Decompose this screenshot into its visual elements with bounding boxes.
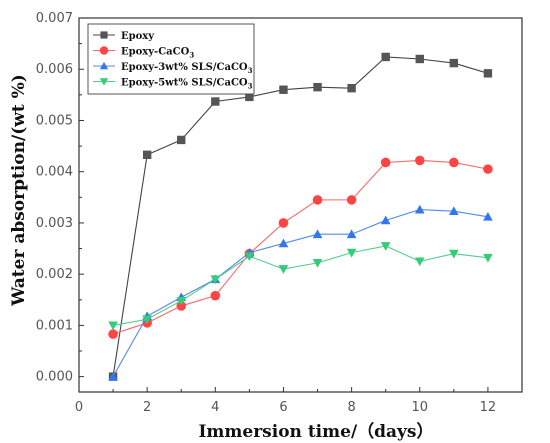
data-point-square — [449, 58, 459, 68]
data-point-circle — [210, 290, 221, 301]
data-point-square — [313, 82, 322, 92]
data-point-square — [347, 83, 356, 93]
data-point-square — [177, 135, 186, 145]
x-tick-label: 10 — [411, 400, 428, 415]
y-tick-label: 0.001 — [36, 318, 73, 333]
data-point-triangle-down — [449, 249, 459, 259]
data-point-triangle-down — [176, 296, 187, 306]
data-point-circle — [99, 46, 109, 55]
data-point-triangle-down — [346, 248, 357, 258]
x-tick-label: 6 — [279, 400, 287, 415]
y-tick-label: 0.002 — [36, 267, 73, 282]
data-point-circle — [346, 195, 357, 205]
data-point-square — [279, 85, 288, 94]
legend: Epoxy Epoxy-CaCO3 Epoxy-3wt% SLS/CaCO3 Epox… — [87, 23, 255, 95]
x-tick-label: 12 — [480, 400, 497, 415]
data-point-circle — [414, 155, 425, 166]
series-4 — [108, 242, 493, 331]
series-3 — [108, 204, 493, 381]
data-point-triangle-up — [483, 211, 493, 221]
data-point-triangle-up — [449, 206, 459, 216]
data-point-triangle-down — [380, 242, 391, 251]
data-point-triangle-down — [414, 257, 425, 267]
legend-box — [87, 23, 255, 95]
data-point-triangle-up — [99, 61, 109, 70]
series-line — [112, 209, 489, 377]
series-1 — [108, 52, 493, 381]
data-point-square — [415, 54, 424, 64]
legend-label: Epoxy-CaCO3 — [121, 47, 194, 60]
series-layer — [108, 52, 493, 381]
y-tick-label: 0.004 — [36, 165, 73, 180]
plot-frame — [78, 17, 523, 393]
data-point-circle — [312, 195, 323, 205]
data-point-triangle-down — [278, 265, 289, 274]
series-2 — [108, 155, 493, 339]
data-point-triangle-up — [312, 229, 323, 239]
data-point-triangle-up — [278, 238, 289, 248]
data-point-circle — [380, 157, 391, 168]
x-tick-label: 4 — [211, 400, 219, 415]
data-point-triangle-down — [244, 252, 255, 262]
data-point-triangle-down — [99, 78, 109, 86]
x-tick-label: 0 — [75, 400, 83, 415]
y-tick-label: 0.000 — [36, 370, 73, 385]
legend-label: Epoxy-5wt% SLS/CaCO3 — [121, 78, 253, 91]
data-point-circle — [176, 301, 187, 311]
y-axis-title: Water absorption/(wt %) — [9, 74, 29, 307]
data-point-square — [483, 69, 493, 78]
data-point-square — [381, 52, 390, 62]
series-line — [112, 245, 488, 326]
y-tick-label: 0.003 — [36, 216, 73, 231]
data-point-triangle-down — [210, 275, 221, 285]
data-point-square — [245, 92, 254, 102]
series-line — [112, 56, 489, 377]
data-point-square — [100, 31, 108, 39]
data-point-circle — [449, 157, 459, 168]
data-point-triangle-up — [346, 229, 357, 239]
data-point-triangle-up — [414, 204, 425, 214]
data-point-triangle-down — [108, 321, 118, 331]
legend-label: Epoxy — [121, 31, 155, 42]
y-tick-label: 0.005 — [36, 113, 73, 128]
data-point-circle — [483, 164, 493, 174]
data-point-triangle-down — [312, 259, 323, 268]
data-point-triangle-up — [380, 215, 391, 225]
y-tick-label: 0.006 — [36, 62, 73, 77]
data-point-triangle-up — [108, 371, 118, 381]
data-point-triangle-down — [483, 253, 493, 263]
data-point-square — [211, 97, 220, 106]
y-tick-label: 0.007 — [36, 11, 73, 26]
x-axis-title: Immersion time/（days） — [198, 421, 433, 442]
x-tick-label: 8 — [347, 400, 355, 415]
plot-axes: 0 2 4 6 8 10 12 0.000 0.001 0.002 0.003 0.004 0.005 0… — [36, 11, 523, 415]
x-tick-label: 2 — [143, 400, 151, 415]
series-line — [112, 159, 489, 335]
legend-label: Epoxy-3wt% SLS/CaCO3 — [121, 62, 253, 75]
data-point-triangle-down — [142, 315, 152, 325]
data-point-circle — [278, 218, 289, 228]
data-point-square — [142, 150, 152, 159]
data-point-circle — [108, 329, 118, 339]
